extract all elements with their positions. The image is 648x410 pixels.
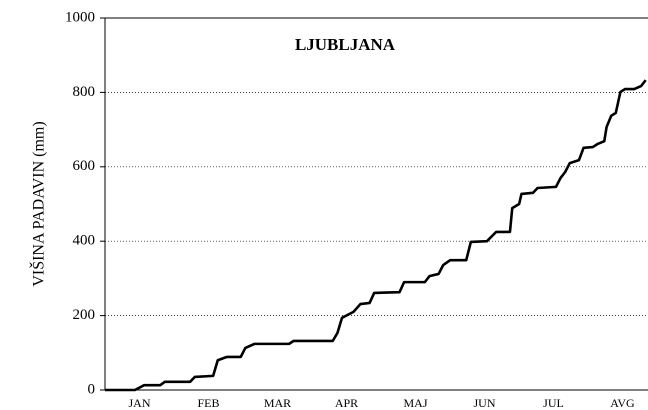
chart-title: LJUBLJANA (295, 35, 396, 54)
x-tick-label: MAR (264, 396, 291, 410)
y-tick-label: 1000 (65, 9, 95, 25)
y-tick-label: 600 (73, 158, 96, 174)
y-axis-label: VIŠINA PADAVIN (mm) (29, 121, 48, 286)
x-tick-label: MAJ (403, 396, 427, 410)
y-tick-label: 400 (73, 233, 96, 249)
x-tick-label: JUL (543, 396, 564, 410)
x-tick-label: JAN (128, 396, 150, 410)
y-tick-label: 0 (88, 381, 96, 397)
y-tick-label: 200 (73, 307, 96, 323)
x-tick-label: JUN (473, 396, 495, 410)
precipitation-line (105, 79, 647, 392)
y-tick-label: 800 (73, 84, 96, 100)
x-tick-label: FEB (197, 396, 219, 410)
x-tick-label: AVG (610, 396, 635, 410)
x-tick-label: APR (335, 396, 358, 410)
